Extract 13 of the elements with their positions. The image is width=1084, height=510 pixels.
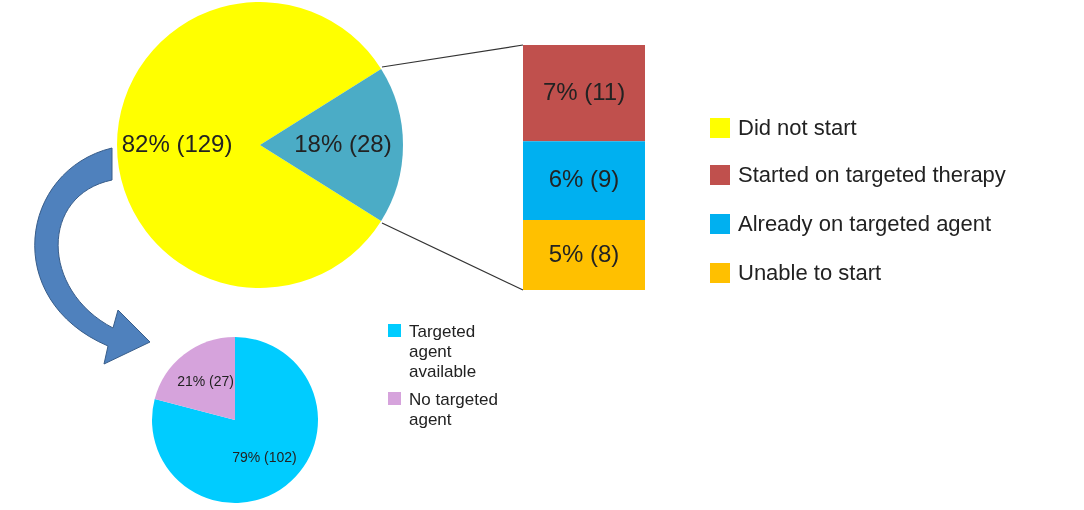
data-label: 21% (27): [177, 372, 234, 389]
data-label: 5% (8): [548, 239, 620, 267]
legend-label: Targeted agent available: [409, 322, 478, 382]
data-label: 18% (28): [294, 129, 392, 157]
legend-label: Already on targeted agent: [738, 211, 992, 237]
data-label: 79% (102): [232, 448, 297, 465]
legend-label: Did not start: [738, 115, 857, 141]
legend-label: No targeted agent: [409, 390, 499, 430]
legend-label: Started on targeted therapy: [738, 162, 1006, 188]
legend-label: Unable to start: [738, 260, 882, 286]
data-label: 82% (129): [121, 129, 233, 157]
data-label: 6% (9): [548, 165, 620, 193]
data-label: 7% (11): [542, 77, 626, 105]
